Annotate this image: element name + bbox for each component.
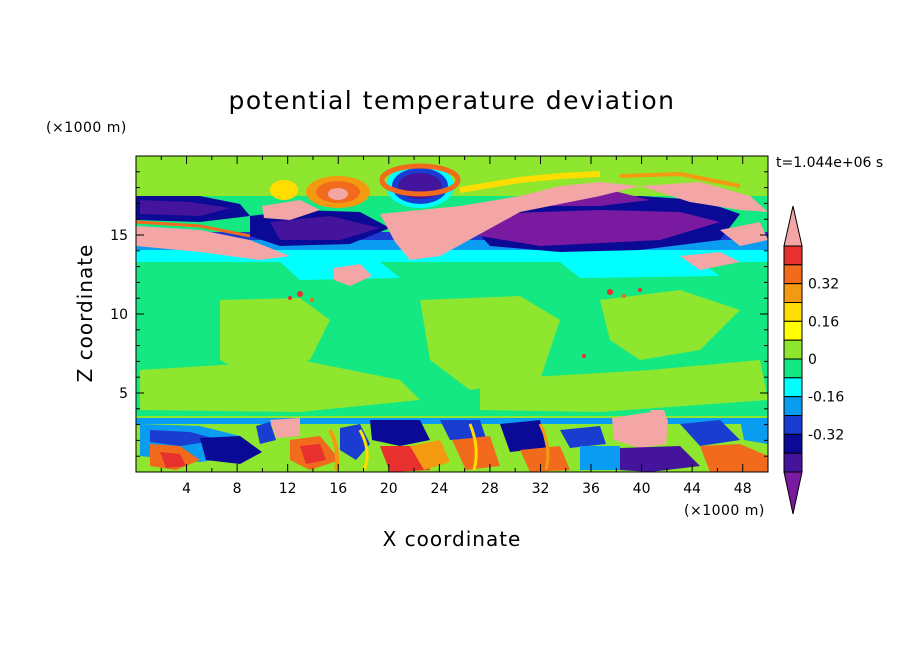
x-tick-label: 32 [532,481,550,497]
colorbar-label: 0 [808,352,817,368]
time-label: t=1.044e+06 s [776,155,884,171]
colorbar-box [783,377,803,398]
colorbar-box [783,245,803,266]
chart-title: potential temperature deviation [228,86,676,115]
colorbar-box [783,358,803,379]
x-tick-label: 12 [279,481,297,497]
x-tick-label: 36 [582,481,600,497]
colorbar-box [783,396,803,416]
colorbar-top-triangle [783,205,803,247]
x-tick-label: 44 [683,481,701,497]
colorbar-box [783,264,803,285]
x-unit-label: (×1000 m) [684,503,765,519]
colorbar-label: -0.32 [808,427,844,443]
contour-field [136,156,768,472]
colorbar-box [783,433,803,454]
colorbar-bottom-triangle [783,471,803,515]
z-tick-label: 10 [110,307,128,323]
x-tick-label: 48 [734,481,752,497]
colorbar-label: -0.16 [808,390,844,406]
x-tick-label: 28 [481,481,499,497]
colorbar-box [783,302,803,322]
x-tick-label: 20 [380,481,398,497]
z-unit-label: (×1000 m) [46,120,127,136]
colorbar-label: 0.32 [808,277,839,293]
colorbar-box [783,283,803,303]
z-tick-label: 5 [119,386,128,402]
x-tick-label: 8 [233,481,242,497]
z-axis-ticks: 5 10 15 [110,171,768,457]
colorbar-box [783,452,803,473]
colorbar-label: 0.16 [808,314,839,330]
z-tick-label: 15 [110,228,128,244]
colorbar-box [783,339,803,360]
colorbar: 0.32 0.16 0 -0.16 -0.32 [783,205,844,515]
x-tick-label: 16 [329,481,347,497]
colorbar-box [783,320,803,341]
x-axis-ticks: 4 8 12 16 20 24 28 32 36 40 44 48 [160,156,752,497]
x-tick-label: 40 [633,481,651,497]
colorbar-box [783,415,803,435]
x-tick-label: 4 [182,481,191,497]
x-tick-label: 24 [430,481,448,497]
x-axis-label: X coordinate [382,527,522,551]
